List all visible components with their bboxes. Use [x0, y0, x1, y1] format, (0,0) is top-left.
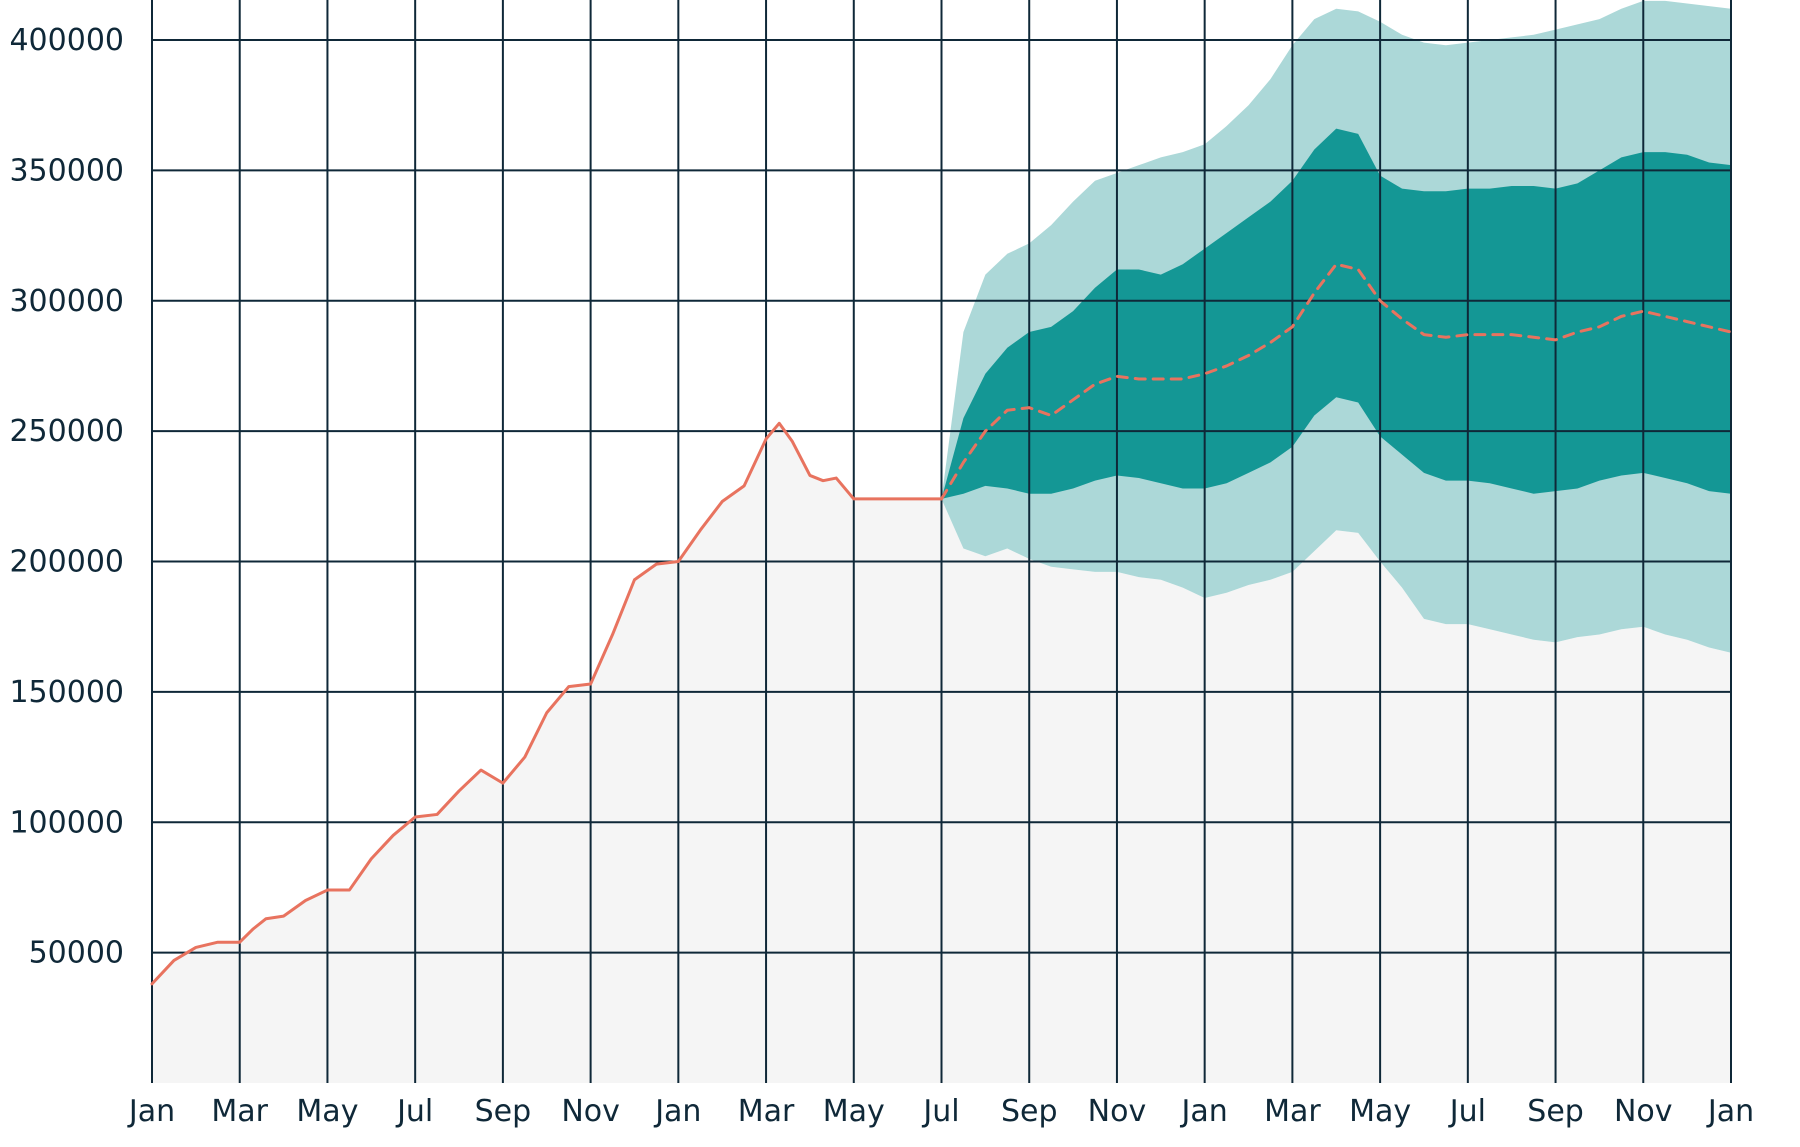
x-tick-label-16: Sep	[1527, 1094, 1584, 1129]
x-tick-label-12: Jan	[1180, 1094, 1228, 1129]
x-tick-label-3: Jul	[395, 1094, 433, 1129]
inner-band-layer	[941, 128, 1731, 499]
x-tick-label-1: Mar	[211, 1094, 268, 1129]
x-tick-label-0: Jan	[127, 1094, 175, 1129]
y-tick-label-3: 200000	[9, 545, 124, 580]
x-tick-label-4: Sep	[475, 1094, 532, 1129]
forecast-line-layer	[940, 262, 1733, 501]
x-tick-label-14: May	[1349, 1094, 1411, 1129]
y-tick-label-7: 400000	[9, 23, 124, 58]
x-tick-label-11: Nov	[1088, 1094, 1147, 1129]
y-tick-label-0: 50000	[29, 936, 124, 971]
forecast-median-line	[940, 262, 1733, 501]
y-tick-label-6: 350000	[9, 153, 124, 188]
x-axis-ticks: Jan Mar May Jul Sep Nov Jan Mar May Jul Sep Nov Jan M…	[127, 1094, 1754, 1129]
historical-line-layer	[150, 421, 943, 986]
x-tick-label-8: May	[823, 1094, 885, 1129]
x-tick-label-18: Jan	[1706, 1094, 1754, 1129]
y-axis-ticks: 50000 100000 150000 200000 250000 300000 35000…	[9, 23, 124, 971]
x-tick-label-7: Mar	[738, 1094, 795, 1129]
x-tick-label-2: May	[296, 1094, 358, 1129]
x-tick-label-9: Jul	[921, 1094, 959, 1129]
y-tick-label-4: 250000	[9, 414, 124, 449]
inner-confidence-band	[941, 128, 1731, 499]
x-tick-label-17: Nov	[1614, 1094, 1673, 1129]
y-tick-label-5: 300000	[9, 284, 124, 319]
x-tick-label-13: Mar	[1264, 1094, 1321, 1129]
x-tick-label-15: Jul	[1448, 1094, 1486, 1129]
y-tick-label-2: 150000	[9, 675, 124, 710]
historical-line	[150, 421, 943, 986]
x-tick-label-5: Nov	[561, 1094, 620, 1129]
x-tick-label-10: Sep	[1001, 1094, 1058, 1129]
x-tick-label-6: Jan	[653, 1094, 701, 1129]
grid-layer	[151, 0, 1732, 1083]
y-tick-label-1: 100000	[9, 805, 124, 840]
